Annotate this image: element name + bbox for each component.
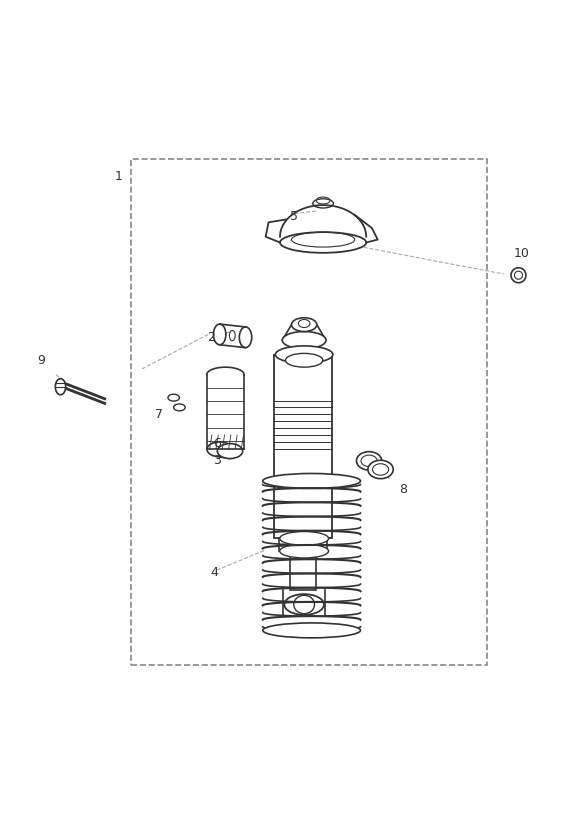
Ellipse shape [239,327,252,348]
Ellipse shape [263,474,360,489]
Ellipse shape [168,394,180,401]
Text: 8: 8 [399,483,408,496]
Ellipse shape [312,199,333,208]
Ellipse shape [174,404,185,411]
Text: 9: 9 [37,353,45,367]
Bar [131,159,487,665]
Text: 1: 1 [115,170,123,183]
Ellipse shape [207,442,232,456]
Text: 7: 7 [155,409,163,421]
Ellipse shape [280,544,329,558]
Bar [279,538,328,551]
Polygon shape [207,368,244,375]
Bar [290,538,316,590]
Ellipse shape [213,324,226,344]
Ellipse shape [282,331,326,349]
Ellipse shape [294,595,314,614]
Ellipse shape [368,461,393,479]
Ellipse shape [55,379,66,395]
Ellipse shape [292,318,317,331]
Bar [274,354,332,538]
Ellipse shape [263,623,360,638]
Ellipse shape [217,443,243,458]
Ellipse shape [285,594,324,615]
Ellipse shape [286,353,323,368]
Bar [207,375,244,449]
Ellipse shape [280,531,329,545]
Text: 2: 2 [207,330,215,344]
Text: 4: 4 [210,566,218,579]
Text: 10: 10 [514,247,529,260]
Ellipse shape [356,452,382,470]
Text: 3: 3 [213,454,221,467]
Text: 6: 6 [213,437,221,450]
Ellipse shape [511,268,526,283]
Ellipse shape [275,346,333,363]
Text: 5: 5 [290,210,298,223]
Ellipse shape [280,232,366,253]
